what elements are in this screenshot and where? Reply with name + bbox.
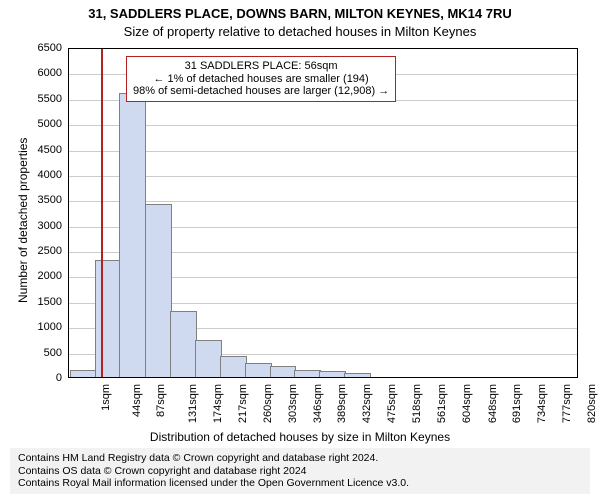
bar [170,311,197,377]
bar [270,366,297,377]
annotation-line: 31 SADDLERS PLACE: 56sqm [133,60,389,73]
x-tick-label: 561sqm [436,384,448,423]
chart-title: 31, SADDLERS PLACE, DOWNS BARN, MILTON K… [0,6,600,21]
x-tick-label: 1sqm [99,384,111,411]
bar [195,340,222,377]
y-tick-label: 5000 [0,118,62,130]
bar [319,371,346,377]
footer-line: Contains Royal Mail information licensed… [18,477,582,490]
bar [245,363,272,377]
annotation-box: 31 SADDLERS PLACE: 56sqm← 1% of detached… [126,56,396,102]
x-tick-label: 217sqm [237,384,249,423]
x-tick-label: 346sqm [312,384,324,423]
annotation-line: ← 1% of detached houses are smaller (194… [133,73,389,86]
bar [119,93,146,377]
footer: Contains HM Land Registry data © Crown c… [10,448,590,494]
bar [95,260,122,377]
footer-line: Contains OS data © Crown copyright and d… [18,465,582,478]
x-tick-label: 820sqm [586,384,598,423]
x-tick-label: 389sqm [337,384,349,423]
x-tick-label: 518sqm [411,384,423,423]
y-tick-label: 1500 [0,296,62,308]
bar [145,204,172,377]
bar [70,370,97,377]
y-tick-label: 3000 [0,220,62,232]
y-tick-label: 2500 [0,245,62,257]
x-tick-label: 174sqm [212,384,224,423]
x-tick-label: 734sqm [537,384,549,423]
bar [294,370,321,377]
y-tick-label: 5500 [0,93,62,105]
y-tick-label: 3500 [0,194,62,206]
bar [344,373,371,377]
chart-subtitle: Size of property relative to detached ho… [0,24,600,39]
y-tick-label: 6500 [0,42,62,54]
x-tick-label: 87sqm [155,384,167,417]
annotation-line: 98% of semi-detached houses are larger (… [133,85,389,98]
x-tick-label: 44sqm [131,384,143,417]
x-tick-label: 604sqm [461,384,473,423]
x-tick-label: 475sqm [386,384,398,423]
y-tick-label: 4000 [0,169,62,181]
footer-line: Contains HM Land Registry data © Crown c… [18,452,582,465]
x-tick-label: 777sqm [561,384,573,423]
bar [220,356,247,377]
y-tick-label: 0 [0,372,62,384]
y-axis-label: Number of detached properties [16,138,30,303]
x-axis-label: Distribution of detached houses by size … [0,430,600,444]
y-tick-label: 4500 [0,144,62,156]
x-tick-label: 131sqm [187,384,199,423]
x-tick-label: 432sqm [362,384,374,423]
x-tick-label: 260sqm [262,384,274,423]
x-tick-label: 648sqm [487,384,499,423]
y-tick-label: 500 [0,347,62,359]
x-tick-label: 691sqm [512,384,524,423]
y-tick-label: 2000 [0,270,62,282]
reference-line [101,49,103,377]
y-tick-label: 1000 [0,321,62,333]
x-tick-label: 303sqm [287,384,299,423]
y-tick-label: 6000 [0,67,62,79]
